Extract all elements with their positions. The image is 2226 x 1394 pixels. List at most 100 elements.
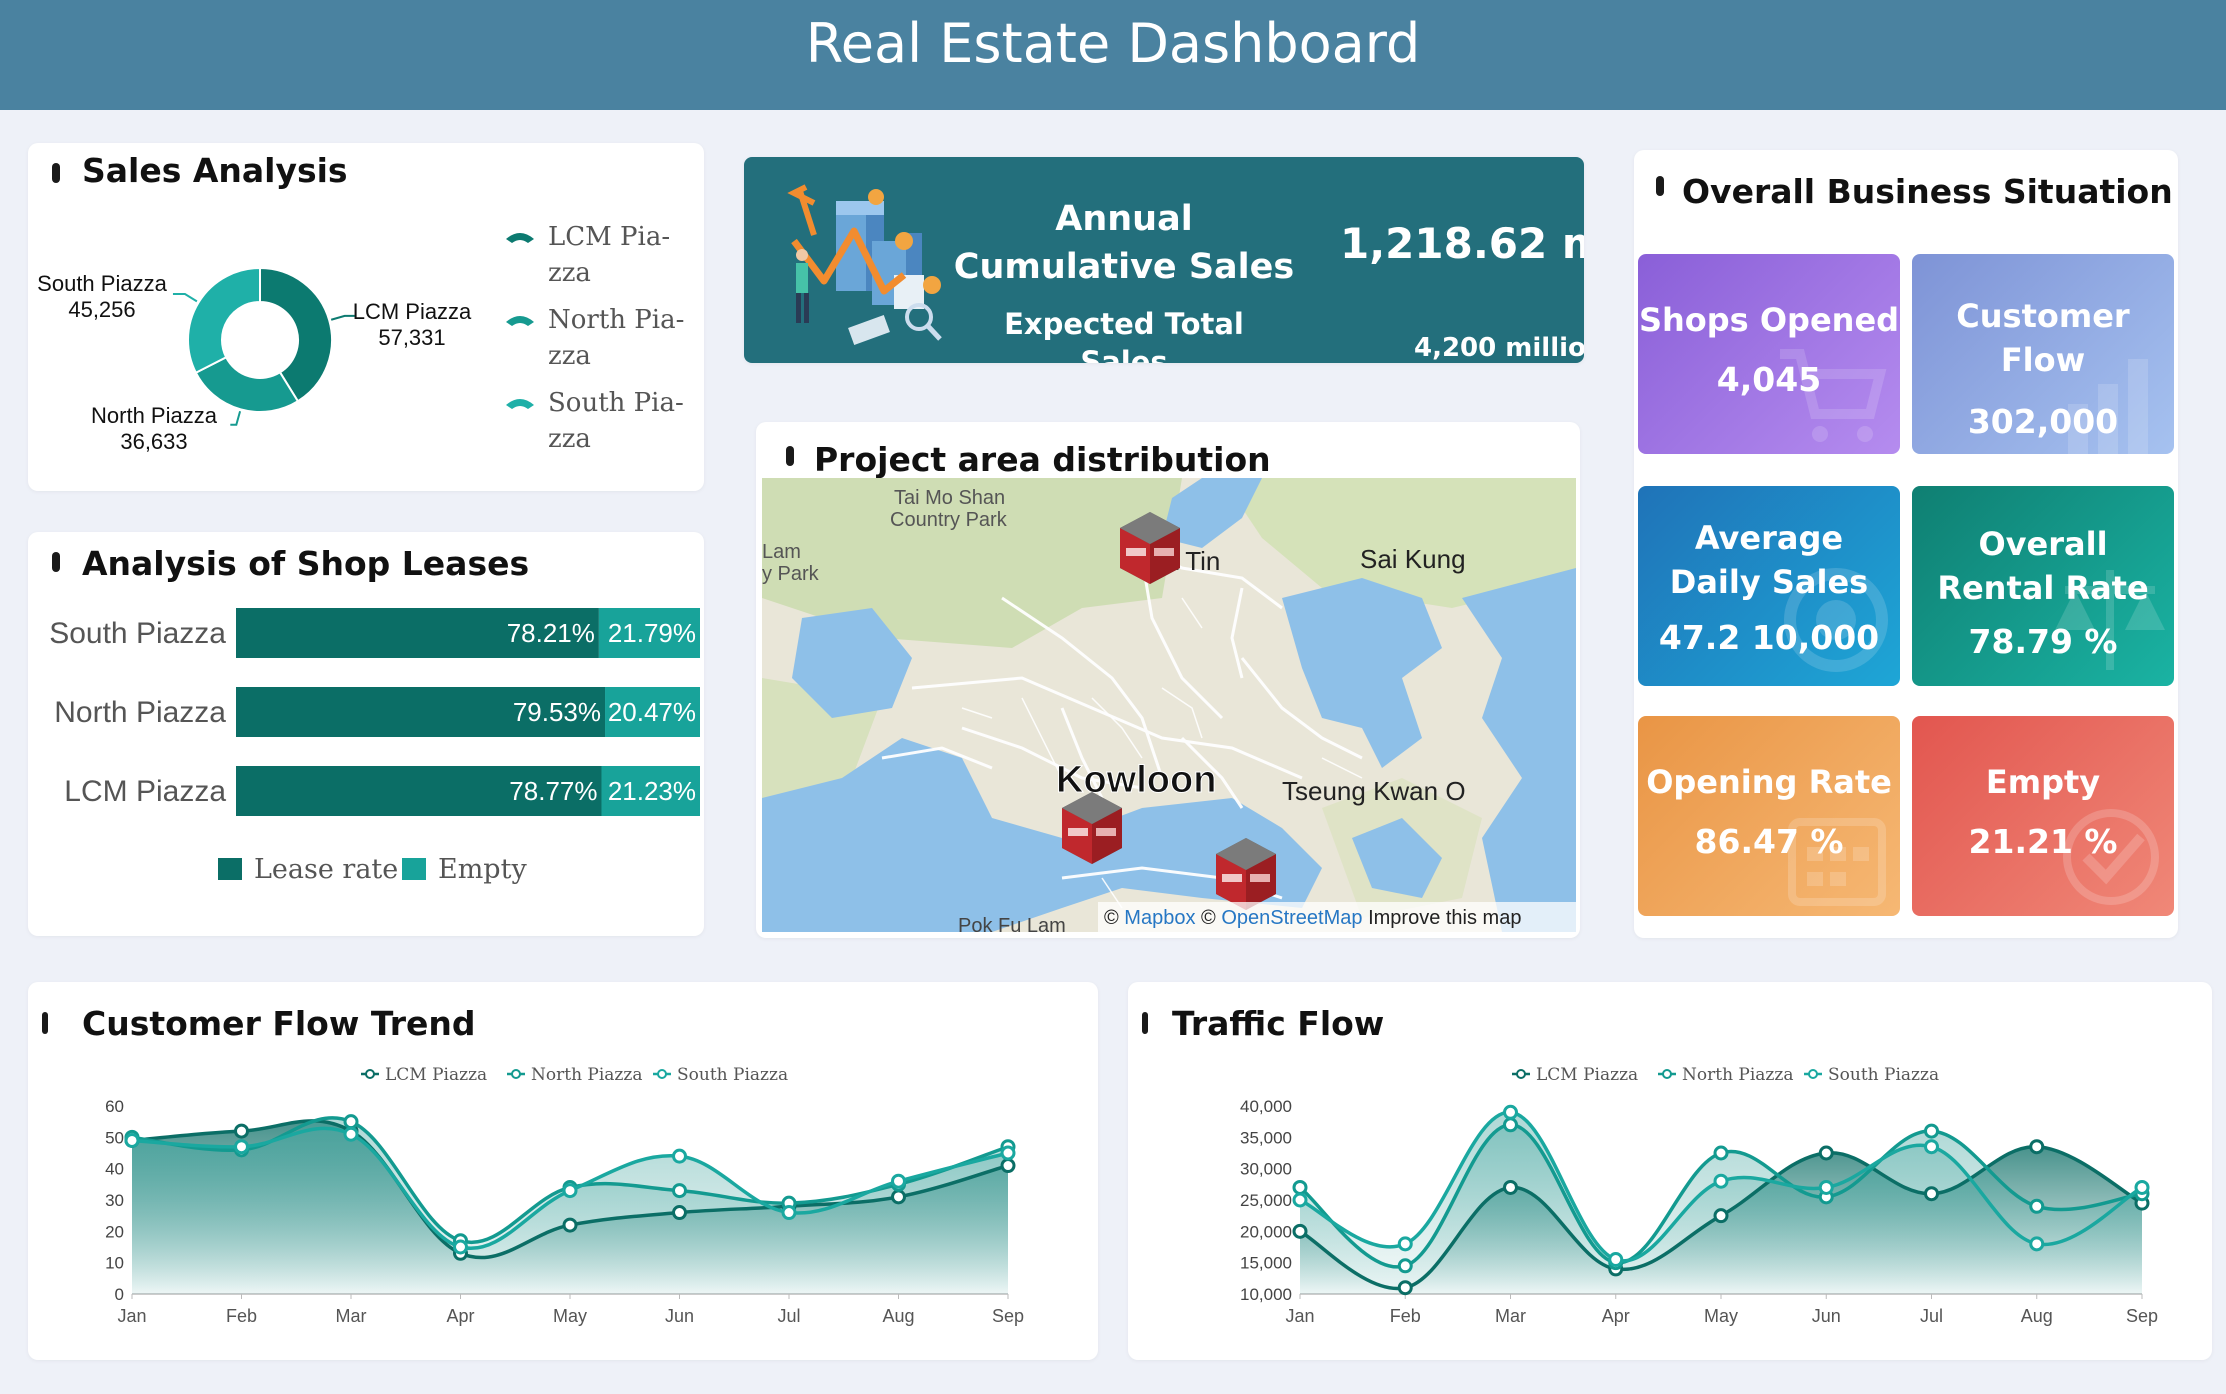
donut-leader-line [330, 314, 355, 321]
data-point[interactable] [1924, 1123, 1939, 1139]
lease-bar-empty[interactable] [601, 766, 700, 816]
data-point[interactable] [2029, 1236, 2045, 1252]
data-point[interactable] [1924, 1139, 1939, 1155]
data-point[interactable] [1818, 1179, 1834, 1195]
x-tick-label: Mar [1495, 1306, 1526, 1326]
legend-label[interactable]: South Pia- [548, 388, 684, 418]
legend-dot-icon [1516, 1069, 1526, 1079]
x-tick-label: May [1704, 1306, 1738, 1326]
data-point[interactable] [1292, 1223, 1308, 1239]
series-line-lcm-piazza[interactable] [131, 1119, 1009, 1260]
tile-title: Shops Opened [1638, 301, 1900, 339]
series-line-south-piazza[interactable] [1299, 1110, 2143, 1263]
lease-bar-empty[interactable] [605, 687, 700, 737]
data-point[interactable] [124, 1132, 140, 1148]
data-point[interactable] [1818, 1145, 1834, 1161]
tile-overall-rental-rate: Overall Rental Rate 78.79 % [1912, 486, 2174, 686]
lease-bar-lease[interactable] [236, 766, 602, 816]
data-point[interactable] [343, 1126, 359, 1142]
lease-bar-lease[interactable] [236, 608, 599, 658]
legend-label[interactable]: North Piazza [531, 1065, 642, 1085]
data-point[interactable] [234, 1123, 249, 1139]
data-point[interactable] [1292, 1192, 1308, 1208]
data-point[interactable] [1924, 1186, 1939, 1202]
data-point[interactable] [891, 1173, 906, 1189]
data-point[interactable] [1292, 1179, 1308, 1195]
data-point[interactable] [672, 1148, 687, 1164]
donut-slice-south-piazza[interactable] [187, 266, 261, 375]
shop-leases-bar-chart: South Piazza 78.21% 21.79% North Piazza 79.5… [49, 608, 700, 885]
data-point[interactable] [1503, 1104, 1518, 1120]
x-tick-label: Jun [665, 1306, 694, 1326]
legend-label[interactable]: South Piazza [1828, 1065, 1939, 1085]
lease-bar-lease[interactable] [236, 687, 606, 737]
series-line-north-piazza[interactable] [131, 1116, 1009, 1245]
legend-label-lease[interactable]: Lease rate [254, 854, 398, 885]
traffic-flow-card: Traffic Flow 10,000 15,000 20,000 25,000 30,… [1128, 982, 2212, 1360]
data-point[interactable] [1397, 1280, 1413, 1296]
legend-label[interactable]: LCM Pia- [548, 222, 670, 252]
data-point[interactable] [1503, 1179, 1518, 1195]
map-label-country-park: Country Park [890, 509, 1008, 531]
data-point[interactable] [1713, 1145, 1729, 1161]
project-marker-building-icon[interactable] [1216, 838, 1276, 910]
series-line-south-piazza[interactable] [131, 1126, 1009, 1251]
data-point[interactable] [1608, 1252, 1624, 1268]
legend-label[interactable]: North Piazza [1682, 1065, 1793, 1085]
legend-label[interactable]: North Pia- [548, 305, 684, 335]
annual-sales-title-line1: Annual [1055, 199, 1193, 239]
shopping-cart-icon [1780, 349, 1887, 442]
data-point[interactable] [1503, 1117, 1518, 1133]
data-point[interactable] [2029, 1198, 2045, 1214]
lease-row-label: North Piazza [54, 696, 226, 729]
page-title: Real Estate Dashboard [805, 12, 1421, 75]
project-marker-building-icon[interactable] [1120, 512, 1180, 584]
data-point[interactable] [672, 1205, 687, 1221]
legend-label[interactable]: LCM Piazza [1536, 1065, 1638, 1085]
expected-total-label-line1: Expected Total [1004, 307, 1244, 341]
legend-label-empty[interactable]: Empty [438, 854, 527, 885]
legend-marker-icon [506, 233, 534, 243]
tile-customer-flow: Customer Flow 302,000 [1912, 254, 2174, 454]
tile-opening-rate: Opening Rate 86.47 % [1638, 716, 1900, 916]
donut-label-name: South Piazza [37, 271, 167, 296]
project-marker-building-icon[interactable] [1062, 792, 1122, 864]
y-tick-label: 50 [105, 1128, 124, 1147]
data-point[interactable] [891, 1189, 906, 1205]
series-line-north-piazza[interactable] [1298, 1123, 2143, 1269]
header: Real Estate Dashboard [0, 0, 2226, 110]
data-point[interactable] [1713, 1173, 1729, 1189]
lease-bar-empty-label: 20.47% [608, 697, 696, 727]
data-point[interactable] [1000, 1158, 1016, 1174]
legend-label[interactable]: South Piazza [677, 1065, 788, 1085]
map-label-sai-kung: Sai Kung [1360, 544, 1466, 574]
project-map[interactable]: Tai Mo Shan Country Park Lam y Park a Ti… [762, 478, 1576, 932]
donut-label-name: LCM Piazza [353, 299, 472, 324]
card-accent-bar [52, 552, 60, 572]
data-point[interactable] [1397, 1258, 1413, 1274]
openstreetmap-link[interactable]: OpenStreetMap [1221, 907, 1362, 929]
x-tick-label: Sep [2126, 1306, 2158, 1326]
data-point[interactable] [1000, 1145, 1016, 1161]
lease-bar-empty[interactable] [598, 608, 700, 658]
data-point[interactable] [562, 1183, 578, 1199]
x-tick-label: Apr [446, 1306, 474, 1326]
data-point[interactable] [2134, 1179, 2150, 1195]
donut-leader-line [172, 293, 198, 303]
lease-bar-empty-label: 21.23% [608, 776, 696, 806]
data-point[interactable] [453, 1239, 468, 1255]
data-point[interactable] [343, 1114, 359, 1130]
data-point[interactable] [562, 1217, 578, 1233]
data-point[interactable] [2029, 1139, 2045, 1155]
business-situation-card: Overall Business Situation Shops Opened … [1634, 150, 2178, 938]
data-point[interactable] [234, 1139, 249, 1155]
tile-value: 78.79 % [1968, 622, 2118, 661]
legend-label[interactable]: LCM Piazza [385, 1065, 487, 1085]
data-point[interactable] [1713, 1208, 1729, 1224]
data-point[interactable] [781, 1205, 797, 1221]
donut-slice-lcm-piazza[interactable] [259, 266, 333, 403]
data-point[interactable] [672, 1183, 687, 1199]
mapbox-link[interactable]: Mapbox [1124, 907, 1195, 929]
improve-map-link[interactable]: Improve this map [1363, 907, 1522, 929]
data-point[interactable] [1397, 1236, 1413, 1252]
